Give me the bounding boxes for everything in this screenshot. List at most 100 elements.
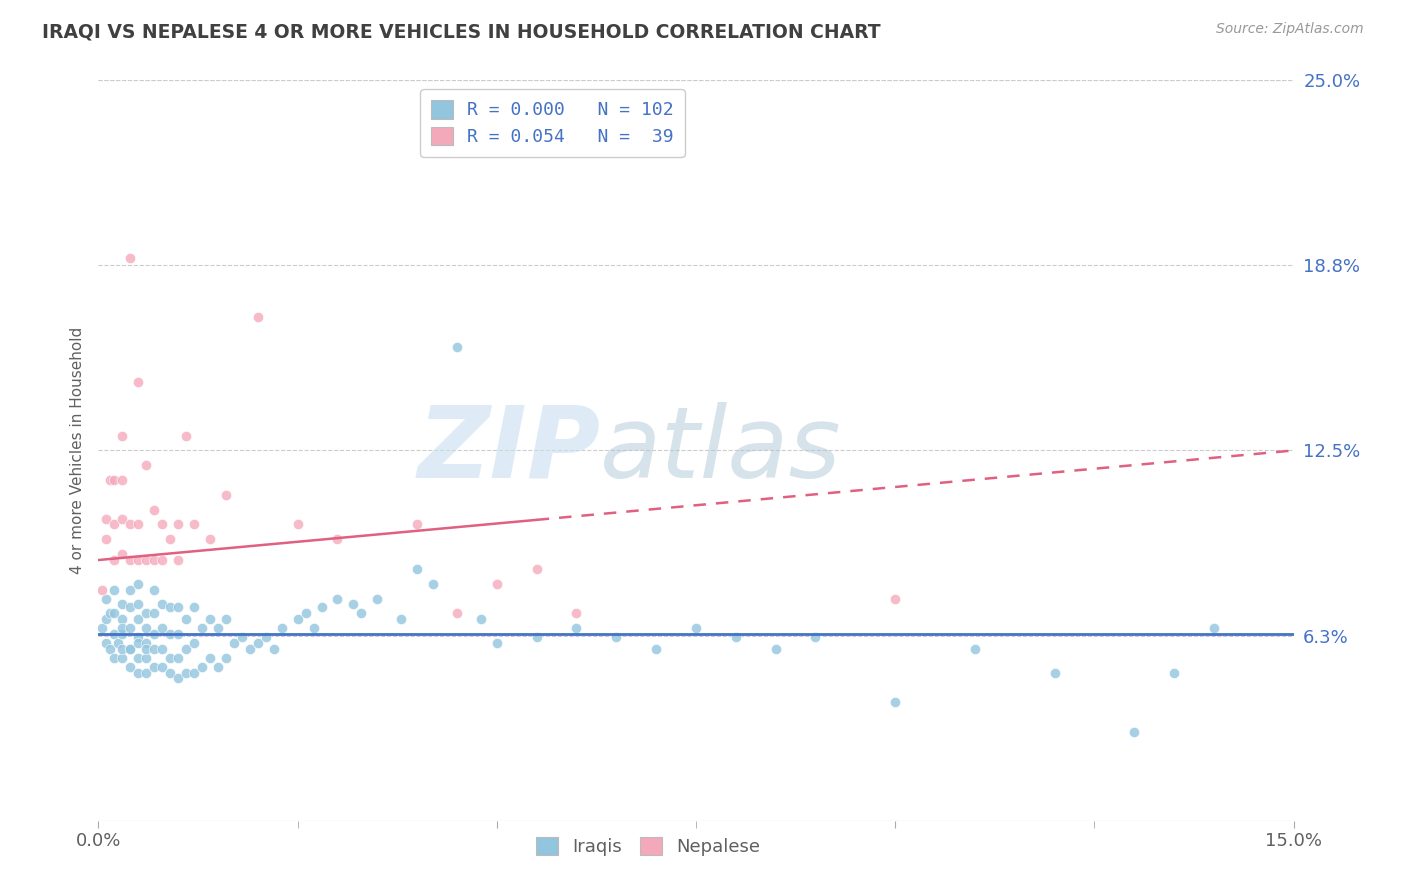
Point [254, 630, 277, 644]
Point [287, 612, 309, 626]
Point [127, 630, 149, 644]
Point [150, 659, 173, 673]
Point [1163, 665, 1185, 680]
Point [422, 576, 444, 591]
Point [120, 641, 142, 656]
Point [135, 607, 157, 621]
Point [120, 659, 142, 673]
Point [103, 607, 125, 621]
Point [111, 428, 134, 442]
Point [326, 591, 349, 606]
Point [127, 553, 149, 567]
Point [191, 621, 214, 635]
Point [198, 650, 221, 665]
Point [470, 612, 492, 626]
Point [103, 627, 125, 641]
Point [342, 598, 364, 612]
Point [159, 600, 181, 615]
Point [605, 630, 627, 644]
Point [167, 650, 190, 665]
Text: IRAQI VS NEPALESE 4 OR MORE VEHICLES IN HOUSEHOLD CORRELATION CHART: IRAQI VS NEPALESE 4 OR MORE VEHICLES IN … [42, 22, 880, 41]
Point [215, 488, 238, 502]
Point [98, 473, 122, 487]
Point [103, 650, 125, 665]
Point [120, 582, 142, 597]
Point [91, 621, 114, 635]
Point [263, 641, 285, 656]
Point [135, 621, 157, 635]
Point [111, 547, 134, 561]
Point [150, 553, 173, 567]
Point [526, 562, 548, 576]
Point [231, 630, 253, 644]
Point [143, 627, 166, 641]
Point [287, 517, 309, 532]
Point [446, 340, 468, 354]
Point [127, 576, 149, 591]
Point [685, 621, 707, 635]
Point [884, 591, 907, 606]
Point [150, 517, 173, 532]
Point [120, 251, 142, 265]
Point [222, 636, 245, 650]
Point [485, 636, 508, 650]
Point [111, 598, 134, 612]
Point [96, 511, 118, 525]
Point [183, 636, 205, 650]
Point [96, 533, 118, 547]
Point [111, 621, 134, 635]
Point [183, 600, 205, 615]
Point [311, 600, 333, 615]
Point [120, 517, 142, 532]
Point [127, 517, 149, 532]
Point [183, 665, 205, 680]
Point [143, 553, 166, 567]
Point [127, 612, 149, 626]
Point [103, 553, 125, 567]
Point [96, 591, 118, 606]
Text: Source: ZipAtlas.com: Source: ZipAtlas.com [1216, 22, 1364, 37]
Point [526, 630, 548, 644]
Point [143, 641, 166, 656]
Point [1043, 665, 1066, 680]
Point [191, 659, 214, 673]
Legend: Iraqis, Nepalese: Iraqis, Nepalese [529, 830, 768, 863]
Point [167, 600, 190, 615]
Point [246, 310, 269, 325]
Point [215, 612, 238, 626]
Text: ZIP: ZIP [418, 402, 600, 499]
Point [183, 517, 205, 532]
Point [207, 621, 229, 635]
Point [127, 650, 149, 665]
Point [174, 641, 197, 656]
Point [215, 650, 238, 665]
Point [150, 641, 173, 656]
Point [135, 641, 157, 656]
Point [198, 612, 221, 626]
Y-axis label: 4 or more Vehicles in Household: 4 or more Vehicles in Household [69, 326, 84, 574]
Point [135, 636, 157, 650]
Point [127, 376, 149, 390]
Point [111, 641, 134, 656]
Point [485, 576, 508, 591]
Point [91, 582, 114, 597]
Point [294, 607, 316, 621]
Point [765, 641, 787, 656]
Point [96, 636, 118, 650]
Point [127, 665, 149, 680]
Point [111, 612, 134, 626]
Point [174, 665, 197, 680]
Point [143, 582, 166, 597]
Point [246, 636, 269, 650]
Point [565, 607, 588, 621]
Point [120, 600, 142, 615]
Point [135, 458, 157, 473]
Point [174, 428, 197, 442]
Point [150, 621, 173, 635]
Point [150, 598, 173, 612]
Point [1123, 724, 1146, 739]
Point [167, 517, 190, 532]
Point [135, 650, 157, 665]
Point [350, 607, 373, 621]
Point [96, 612, 118, 626]
